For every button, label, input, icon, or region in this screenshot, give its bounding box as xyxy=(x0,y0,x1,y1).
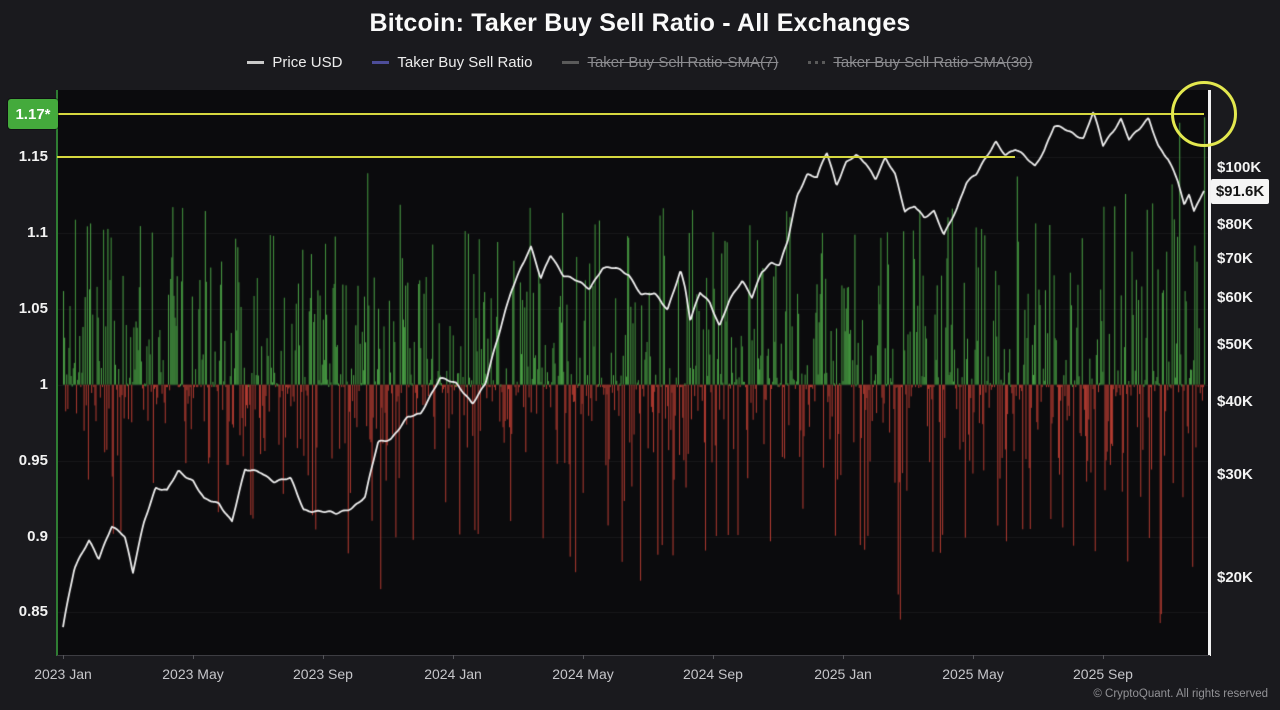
highlight-circle xyxy=(1171,81,1238,148)
legend-item-label: Taker Buy Sell Ratio xyxy=(397,53,533,71)
x-tick-label: 2023 Sep xyxy=(293,666,353,682)
y-right-tick-label: $70K xyxy=(1217,250,1253,268)
legend-item-taker-ratio-sma30[interactable]: Taker Buy Sell Ratio-SMA(30) xyxy=(808,53,1033,71)
x-tick-mark xyxy=(1103,655,1104,659)
y-right-tick-label: $100K xyxy=(1217,159,1262,177)
x-tick-mark xyxy=(323,655,324,659)
legend-swatch-icon xyxy=(808,60,826,64)
y-right-tick-label: $60K xyxy=(1217,289,1253,307)
x-tick-label: 2024 Sep xyxy=(683,666,743,682)
y-right-tick-label: $50K xyxy=(1217,335,1253,353)
x-tick-mark xyxy=(583,655,584,659)
legend-item-price-usd[interactable]: Price USD xyxy=(247,54,342,71)
x-tick-mark xyxy=(193,655,194,659)
y-right-tick-label: $20K xyxy=(1217,569,1253,587)
chart-canvas xyxy=(57,90,1210,655)
y-left-tick-label: 1.05 xyxy=(18,299,48,317)
x-tick-label: 2023 May xyxy=(162,666,224,682)
y-left-tick-label: 0.85 xyxy=(18,603,48,621)
x-tick-mark xyxy=(843,655,844,659)
right-axis-line xyxy=(1208,90,1211,656)
legend-item-label: Taker Buy Sell Ratio-SMA(30) xyxy=(833,53,1033,71)
left-axis-line xyxy=(56,90,58,656)
x-tick-label: 2025 May xyxy=(942,666,1004,682)
y-left-tick-label: 0.9 xyxy=(27,527,48,545)
legend-swatch-icon xyxy=(372,60,390,64)
bottom-axis-line xyxy=(57,655,1210,656)
x-tick-mark xyxy=(63,655,64,659)
x-tick-label: 2025 Sep xyxy=(1073,666,1133,682)
legend-swatch-icon xyxy=(562,60,580,64)
y-right-tick-label: $30K xyxy=(1217,466,1253,483)
legend-item-label: Price USD xyxy=(272,53,343,71)
x-tick-label: 2023 Jan xyxy=(34,666,92,682)
legend-item-taker-buy-sell-ratio[interactable]: Taker Buy Sell Ratio xyxy=(372,54,532,71)
copyright-text: © CryptoQuant. All rights reserved xyxy=(1093,688,1268,700)
current-price-badge: $91.6K xyxy=(1211,178,1269,204)
y-right-tick-label: $40K xyxy=(1217,392,1253,410)
plot-area xyxy=(57,90,1210,655)
legend-swatch-icon xyxy=(247,60,265,64)
legend: Price USD Taker Buy Sell Ratio Taker Buy S… xyxy=(0,51,1280,73)
y-right-tick-label: $80K xyxy=(1217,216,1253,234)
y-left-tick-label: 1.1 xyxy=(27,223,48,241)
resistance-line-117 xyxy=(57,113,1205,116)
resistance-line-115 xyxy=(57,155,1016,158)
page-title: Bitcoin: Taker Buy Sell Ratio - All Exch… xyxy=(369,9,911,37)
x-tick-mark xyxy=(713,655,714,659)
x-tick-label: 2024 May xyxy=(552,666,614,682)
y-left-tick-label: 0.95 xyxy=(18,451,48,469)
x-tick-mark xyxy=(973,655,974,659)
y-left-tick-label: 1 xyxy=(39,375,48,393)
ratio-level-badge: 1.17* xyxy=(8,99,58,130)
x-tick-mark xyxy=(453,655,454,659)
x-tick-label: 2025 Jan xyxy=(814,666,872,682)
x-tick-label: 2024 Jan xyxy=(424,666,482,682)
legend-item-label: Taker Buy Sell Ratio-SMA(7) xyxy=(587,53,779,71)
legend-item-taker-ratio-sma7[interactable]: Taker Buy Sell Ratio-SMA(7) xyxy=(562,54,778,71)
y-left-tick-label: 1.15 xyxy=(18,147,48,165)
